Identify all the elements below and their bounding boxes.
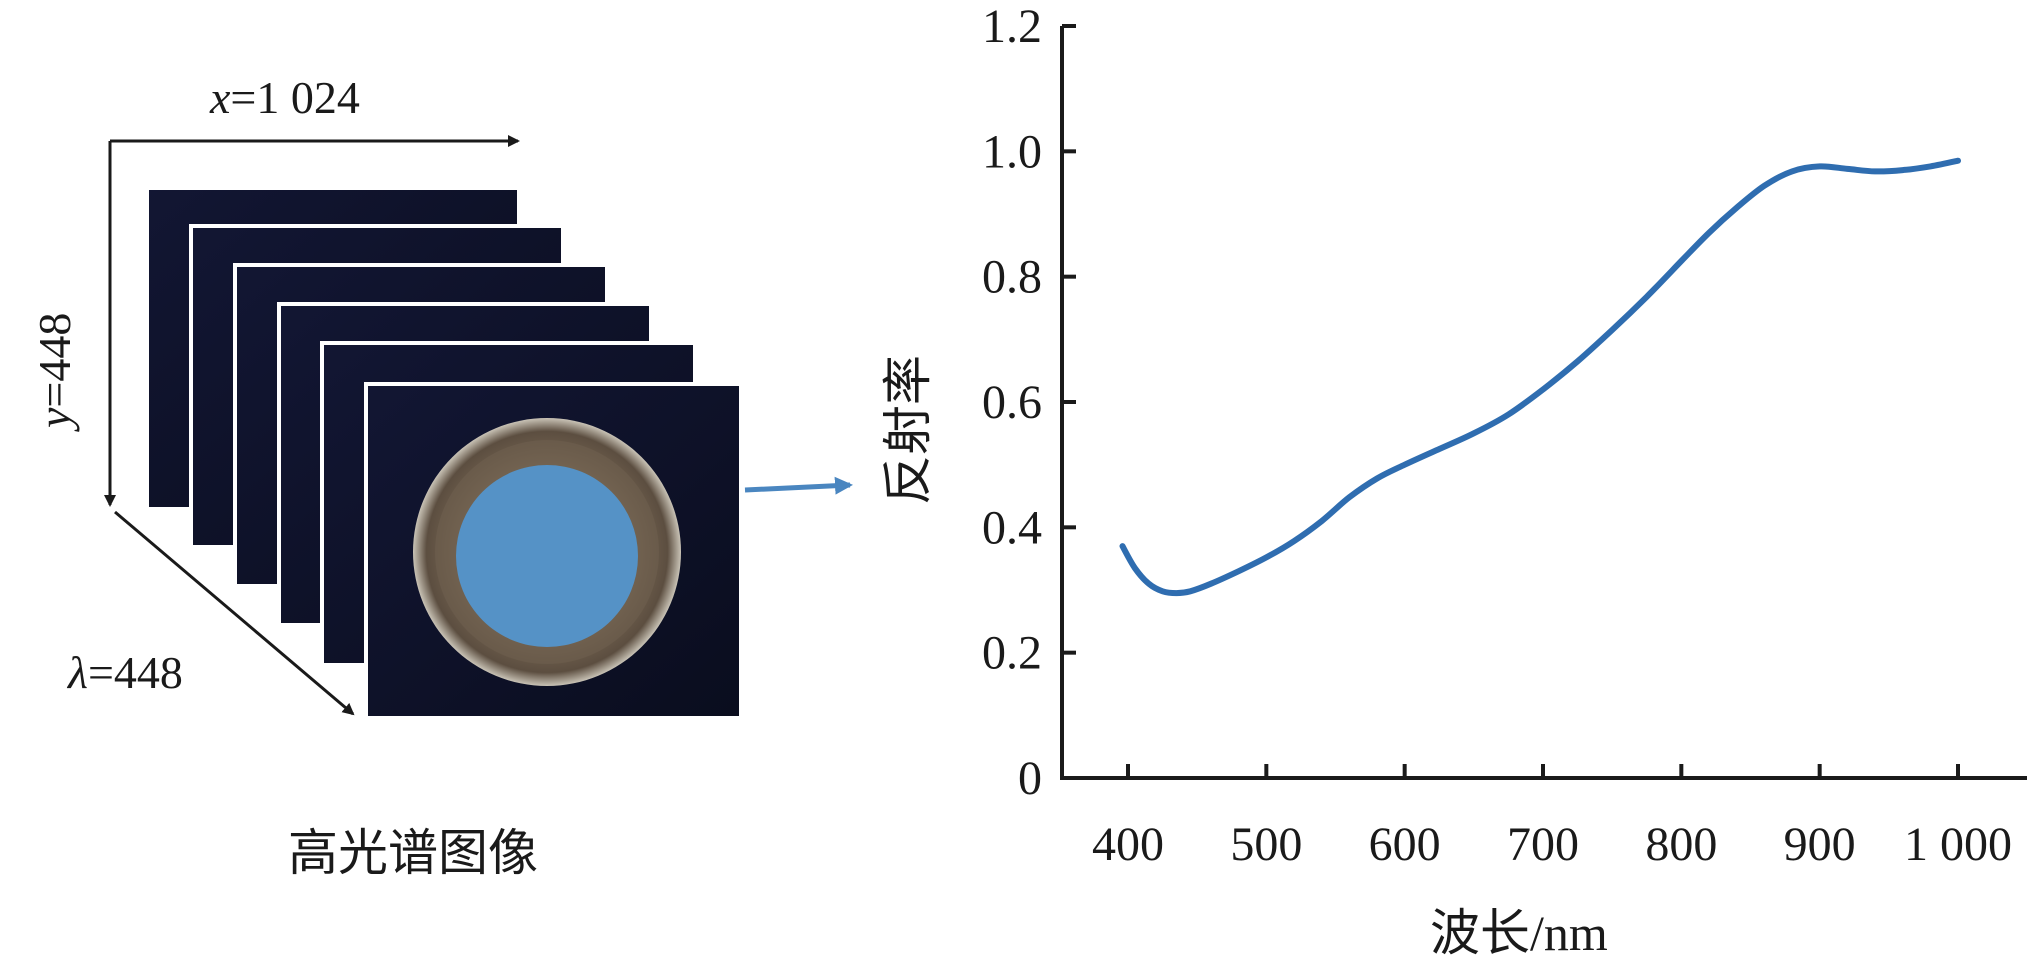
y-tick-label: 0.8	[982, 251, 1042, 304]
y-tick-label: 0.4	[982, 501, 1042, 554]
y-dimension-label: y=448	[29, 313, 80, 432]
x-tick-label: 700	[1507, 818, 1579, 871]
x-tick-label: 500	[1230, 818, 1302, 871]
y-tick-label: 1.2	[982, 0, 1042, 53]
x-tick-label: 800	[1645, 818, 1717, 871]
reflectance-curve	[1119, 157, 1961, 597]
x-axis-title: 波长/nm	[1430, 905, 1608, 961]
hyperspectral-image-caption: 高光谱图像	[288, 825, 538, 881]
hyperspectral-cube: x=1 024 y=448 λ=448 高光谱图像	[29, 72, 853, 881]
x-dimension-label: x=1 024	[209, 72, 360, 123]
lambda-dimension-label: λ=448	[66, 647, 183, 698]
lambda-axis-arrow	[114, 510, 355, 716]
y-tick-label: 0.2	[982, 627, 1042, 680]
reflectance-chart: 0 0.2 0.4 0.6 0.8 1.0 1.2 400 500 600 700 800 900 1 …	[880, 0, 2027, 961]
y-tick-label: 1.0	[982, 125, 1042, 178]
x-ticks: 400 500 600 700 800 900 1 000	[1092, 764, 2012, 871]
link-arrow	[744, 476, 853, 495]
x-tick-label: 600	[1369, 818, 1441, 871]
sample-center	[456, 465, 638, 647]
y-axis-title: 反射率	[880, 355, 936, 505]
y-tick-label: 0.6	[982, 376, 1042, 429]
x-tick-label: 900	[1784, 818, 1856, 871]
y-ticks: 0 0.2 0.4 0.6 0.8 1.0 1.2	[982, 0, 1076, 805]
sample-disc	[413, 418, 681, 686]
x-tick-label: 1 000	[1904, 818, 2012, 871]
y-tick-label: 0	[1018, 752, 1042, 805]
x-tick-label: 400	[1092, 818, 1164, 871]
